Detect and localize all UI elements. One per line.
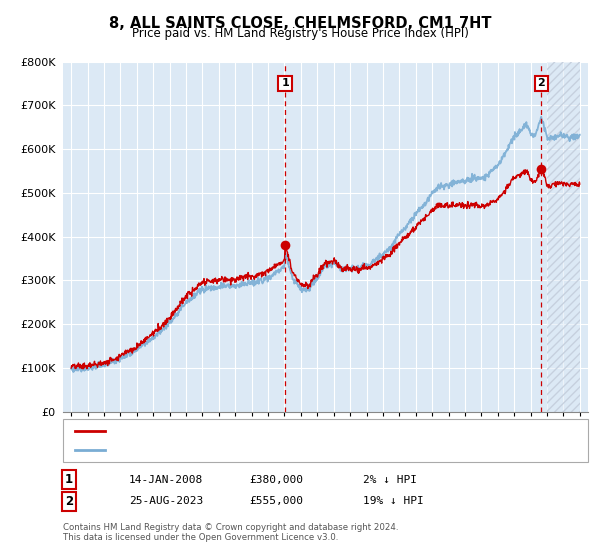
Text: 8, ALL SAINTS CLOSE, CHELMSFORD, CM1 7HT (detached house): 8, ALL SAINTS CLOSE, CHELMSFORD, CM1 7HT… [111, 426, 433, 436]
Text: 19% ↓ HPI: 19% ↓ HPI [363, 496, 424, 506]
Text: Contains HM Land Registry data © Crown copyright and database right 2024.
This d: Contains HM Land Registry data © Crown c… [63, 523, 398, 543]
Text: 25-AUG-2023: 25-AUG-2023 [129, 496, 203, 506]
Text: £555,000: £555,000 [249, 496, 303, 506]
Text: 14-JAN-2008: 14-JAN-2008 [129, 475, 203, 485]
Text: 2: 2 [65, 494, 73, 508]
Text: Price paid vs. HM Land Registry's House Price Index (HPI): Price paid vs. HM Land Registry's House … [131, 27, 469, 40]
Text: £380,000: £380,000 [249, 475, 303, 485]
Text: 8, ALL SAINTS CLOSE, CHELMSFORD, CM1 7HT: 8, ALL SAINTS CLOSE, CHELMSFORD, CM1 7HT [109, 16, 491, 31]
Text: 2: 2 [537, 78, 545, 88]
Text: HPI: Average price, detached house, Chelmsford: HPI: Average price, detached house, Chel… [111, 445, 353, 455]
Text: 1: 1 [281, 78, 289, 88]
Text: 2% ↓ HPI: 2% ↓ HPI [363, 475, 417, 485]
Text: 1: 1 [65, 473, 73, 487]
